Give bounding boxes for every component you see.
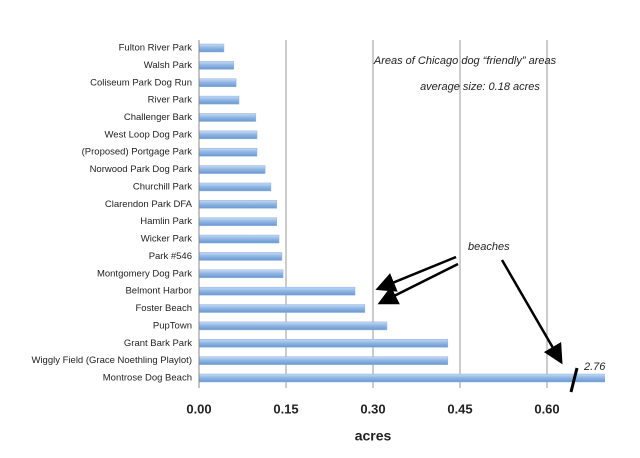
y-tick-label: PupTown: [153, 320, 192, 331]
chart-title: Areas of Chicago dog “friendly” areas: [373, 55, 557, 67]
y-tick-label: Wicker Park: [141, 234, 192, 245]
bar: [199, 356, 449, 365]
bar: [199, 43, 225, 53]
bar: [199, 304, 366, 313]
y-tick-label: Clarendon Park DFA: [105, 199, 193, 210]
y-tick-label: Churchill Park: [133, 181, 192, 192]
bar: [199, 373, 605, 383]
y-tick-label: River Park: [148, 95, 193, 106]
arrow: [500, 259, 563, 365]
y-tick-label: West Loop Dog Park: [105, 129, 193, 140]
y-tick-label: Grant Bark Park: [124, 338, 192, 349]
arrow: [377, 262, 459, 305]
bar: [199, 78, 237, 87]
axis-break: [569, 367, 579, 393]
y-tick-label: Walsh Park: [144, 60, 192, 71]
x-tick-label: 0.30: [360, 401, 385, 416]
arrow: [375, 255, 457, 292]
bars: [199, 43, 605, 383]
y-tick-label: Challenger Bark: [124, 112, 192, 123]
y-tick-label: (Proposed) Portgage Park: [82, 147, 193, 158]
y-tick-label: Coliseum Park Dog Run: [90, 77, 192, 88]
bar: [199, 113, 257, 122]
bar: [199, 217, 277, 226]
bar: [199, 269, 284, 279]
subtitle: average size: 0.18 acres: [420, 81, 540, 93]
data-label: 2.76: [583, 361, 606, 373]
bar: [199, 95, 240, 105]
bar: [199, 234, 280, 244]
x-tick-label: 0.00: [186, 401, 211, 416]
x-tick-label: 0.45: [447, 401, 472, 416]
bar: [199, 130, 258, 140]
y-tick-label: Foster Beach: [136, 303, 193, 314]
y-tick-label: Park #546: [149, 251, 192, 262]
y-tick-label: Montgomery Dog Park: [97, 268, 192, 279]
y-tick-label: Montrose Dog Beach: [103, 373, 192, 384]
bar: [199, 286, 356, 296]
x-tick-label: 0.60: [534, 401, 559, 416]
x-tick-label: 0.15: [273, 401, 298, 416]
annotation: beaches: [468, 241, 510, 253]
bar: [199, 321, 388, 331]
y-tick-label: Wiggly Field (Grace Noethling Playlot): [31, 355, 192, 366]
y-tick-label: Belmont Harbor: [125, 286, 192, 297]
bar: [199, 200, 277, 209]
bar: [199, 339, 449, 348]
bar: [199, 182, 272, 192]
bar: [199, 165, 266, 174]
y-tick-label: Fulton River Park: [119, 43, 193, 54]
bar: [199, 252, 283, 261]
bar: [199, 147, 258, 157]
bar: [199, 61, 235, 70]
x-axis-label: acres: [355, 428, 392, 444]
y-tick-label: Hamlin Park: [140, 216, 192, 227]
y-tick-label: Norwood Park Dog Park: [90, 164, 193, 175]
